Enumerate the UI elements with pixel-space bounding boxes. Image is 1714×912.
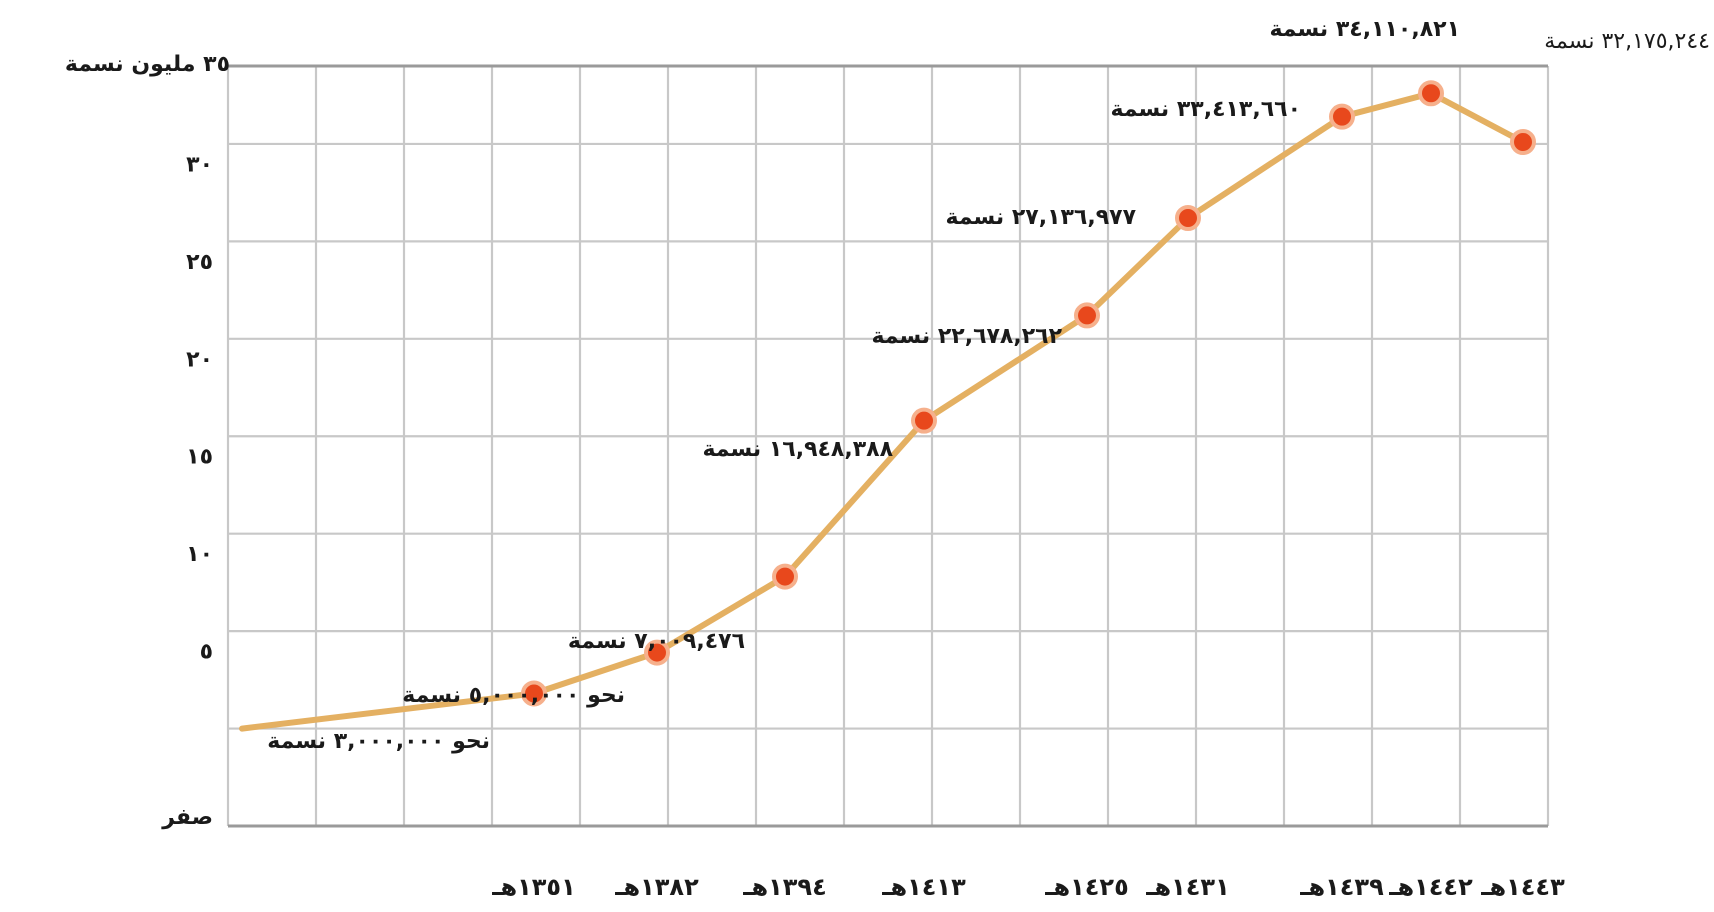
x-tick-label: ١٤٣١هـ [1145, 873, 1229, 901]
x-tick-label: ١٤٤٣هـ [1480, 873, 1565, 901]
chart-axes [228, 64, 1548, 828]
data-point [1418, 80, 1444, 107]
population-series-line [239, 90, 1526, 732]
y-tick-label: ٣٠ [186, 152, 213, 177]
chart-grid [226, 66, 1550, 828]
data-point [1074, 302, 1100, 329]
x-tick-label: ١٤١٣هـ [881, 873, 966, 901]
data-points [521, 80, 1536, 707]
y-tick-label: ٢٠ [186, 347, 213, 372]
y-tick-label: ١٥ [186, 445, 213, 470]
y-tick-label: صفر [161, 805, 213, 830]
x-tick-label: ١٣٩٤هـ [742, 873, 826, 901]
y-tick-label: ٢٥ [186, 250, 213, 275]
x-tick-labels: ١٣٥١هـ ١٣٨٢هـ ١٣٩٤هـ ١٤١٣هـ ١٤٢٥هـ ١٤٣١هـ ١٤٣٩… [491, 873, 1565, 901]
data-point [772, 563, 798, 590]
data-point [1329, 103, 1355, 130]
y-tick-label: ٥ [200, 640, 213, 665]
data-label: نحو ٥,٠٠٠,٠٠٠ نسمة [402, 683, 625, 708]
data-labels: نحو ٣,٠٠٠,٠٠٠ نسمة نحو ٥,٠٠٠,٠٠٠ نسمة ٧,٠٠… [267, 17, 1710, 754]
data-label: نحو ٣,٠٠٠,٠٠٠ نسمة [267, 729, 490, 754]
data-label: ٧,٠٠٩,٤٧٦ نسمة [568, 629, 745, 654]
data-label: ٣٤,١١٠,٨٢١ نسمة [1269, 17, 1460, 42]
data-point [911, 407, 937, 434]
y-tick-labels: ٣٠ ٢٥ ٢٠ ١٥ ١٠ ٥ صفر [161, 152, 213, 830]
data-label: ١٦,٩٤٨,٣٨٨ نسمة [702, 437, 893, 462]
data-label: ٣٣,٤١٣,٦٦٠ نسمة [1110, 97, 1301, 122]
data-label: ٢٧,١٣٦,٩٧٧ نسمة [945, 205, 1136, 230]
data-point [1175, 205, 1201, 231]
x-tick-label: ١٣٨٢هـ [614, 873, 699, 901]
x-tick-label: ١٤٤٢هـ [1388, 873, 1473, 901]
data-point [521, 680, 547, 707]
y-axis-label: ٣٥ مليون نسمة [65, 52, 230, 77]
data-point [1510, 129, 1536, 155]
data-label: ٣٢,١٧٥,٢٤٤ نسمة [1544, 29, 1710, 54]
y-tick-label: ١٠ [186, 542, 213, 567]
x-tick-label: ١٣٥١هـ [491, 873, 575, 901]
x-tick-label: ١٤٢٥هـ [1044, 873, 1128, 901]
data-label: ٢٢,٦٧٨,٢٦٢ نسمة [871, 324, 1062, 349]
x-tick-label: ١٤٣٩هـ [1299, 873, 1384, 901]
data-point [644, 639, 670, 666]
